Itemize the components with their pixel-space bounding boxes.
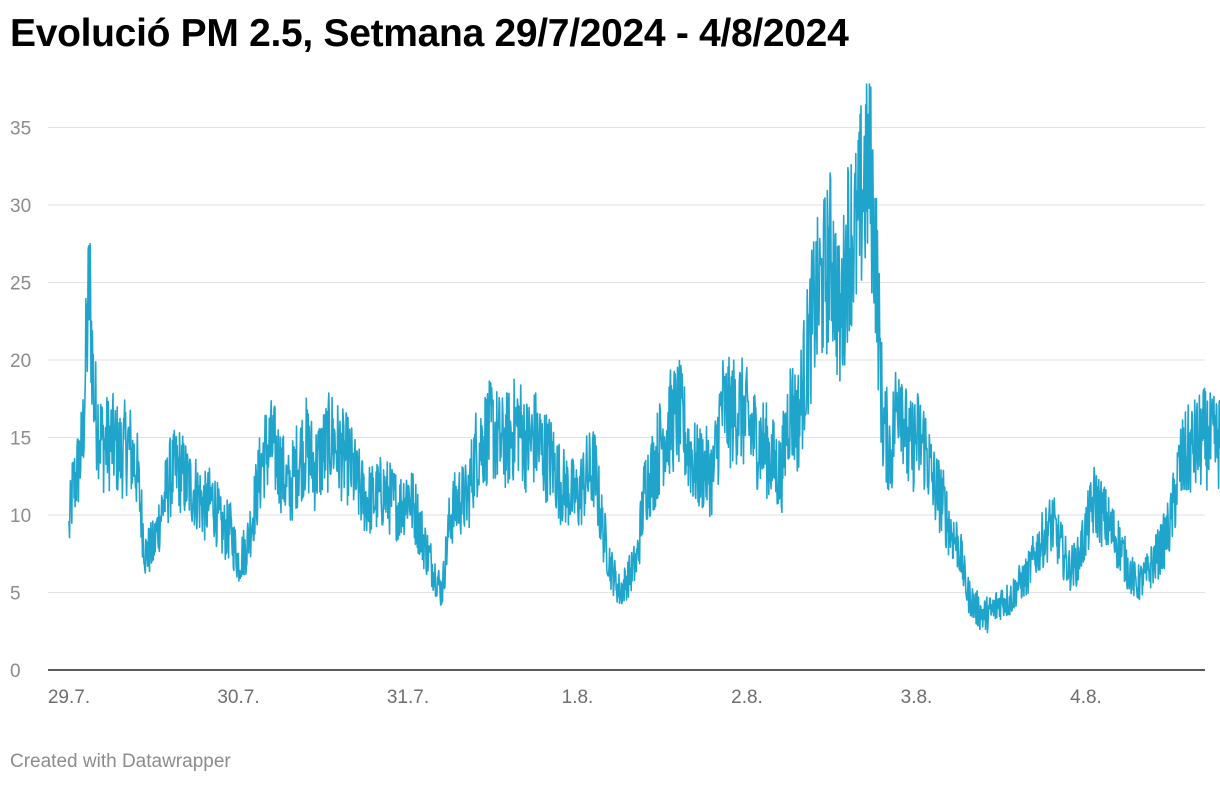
x-tick-label: 3.8. bbox=[901, 687, 933, 708]
y-tick-label: 35 bbox=[10, 119, 31, 140]
x-tick-label: 31.7. bbox=[387, 687, 429, 708]
y-tick-label: 25 bbox=[10, 274, 31, 295]
x-tick-label: 2.8. bbox=[731, 687, 763, 708]
y-tick-label: 10 bbox=[10, 506, 31, 527]
x-tick-label: 4.8. bbox=[1070, 687, 1102, 708]
grid-lines bbox=[48, 127, 1205, 593]
y-tick-label: 30 bbox=[10, 196, 31, 217]
y-axis-tick-labels: 0 5 10 15 20 25 30 35 bbox=[10, 119, 31, 683]
y-tick-label: 0 bbox=[10, 661, 21, 682]
x-tick-label: 1.8. bbox=[562, 687, 594, 708]
chart-title: Evolució PM 2.5, Setmana 29/7/2024 - 4/8… bbox=[10, 12, 849, 55]
series-layer bbox=[68, 83, 1220, 634]
x-tick-label: 30.7. bbox=[217, 687, 259, 708]
x-tick-label: 29.7. bbox=[48, 687, 90, 708]
y-tick-label: 15 bbox=[10, 429, 31, 450]
y-tick-label: 20 bbox=[10, 351, 31, 372]
y-tick-label: 5 bbox=[10, 584, 21, 605]
datawrapper-credit: Created with Datawrapper bbox=[10, 751, 231, 772]
x-axis-tick-labels: 29.7. 30.7. 31.7. 1.8. 2.8. 3.8. 4.8. bbox=[48, 687, 1102, 708]
series-line-pm25 bbox=[68, 83, 1220, 634]
